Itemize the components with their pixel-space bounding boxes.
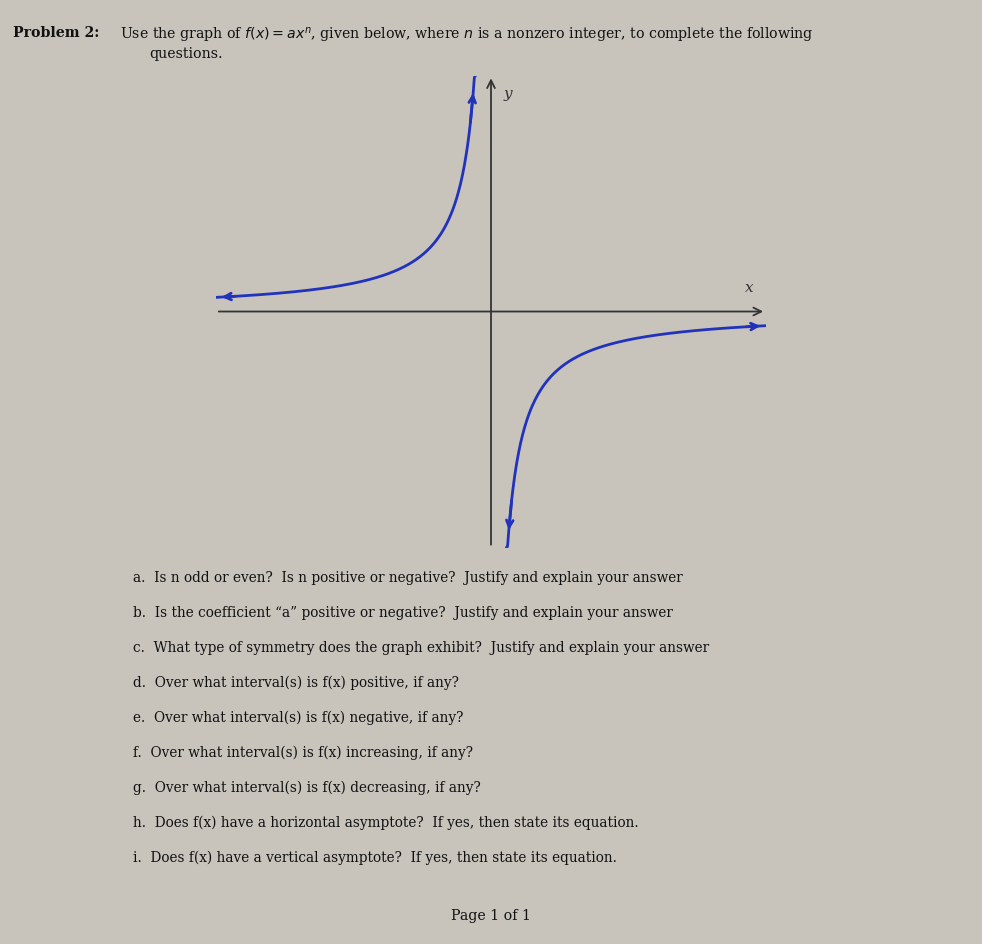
Text: g.  Over what interval(s) is f(x) decreasing, if any?: g. Over what interval(s) is f(x) decreas… xyxy=(133,781,480,795)
Text: c.  What type of symmetry does the graph exhibit?  Justify and explain your answ: c. What type of symmetry does the graph … xyxy=(133,641,709,655)
Text: Use the graph of $f(x) = ax^n$, given below, where $n$ is a nonzero integer, to : Use the graph of $f(x) = ax^n$, given be… xyxy=(120,26,813,45)
Text: i.  Does f(x) have a vertical asymptote?  If yes, then state its equation.: i. Does f(x) have a vertical asymptote? … xyxy=(133,851,617,865)
Text: questions.: questions. xyxy=(149,47,223,61)
Text: Page 1 of 1: Page 1 of 1 xyxy=(451,909,531,923)
Text: b.  Is the coefficient “a” positive or negative?  Justify and explain your answe: b. Is the coefficient “a” positive or ne… xyxy=(133,606,673,620)
Text: y: y xyxy=(503,88,512,101)
Text: Problem 2:: Problem 2: xyxy=(13,26,99,41)
Text: h.  Does f(x) have a horizontal asymptote?  If yes, then state its equation.: h. Does f(x) have a horizontal asymptote… xyxy=(133,816,638,830)
Text: e.  Over what interval(s) is f(x) negative, if any?: e. Over what interval(s) is f(x) negativ… xyxy=(133,711,463,725)
Text: x: x xyxy=(745,281,754,295)
Text: d.  Over what interval(s) is f(x) positive, if any?: d. Over what interval(s) is f(x) positiv… xyxy=(133,676,459,690)
Text: f.  Over what interval(s) is f(x) increasing, if any?: f. Over what interval(s) is f(x) increas… xyxy=(133,746,472,760)
Text: a.  Is n odd or even?  Is n positive or negative?  Justify and explain your answ: a. Is n odd or even? Is n positive or ne… xyxy=(133,571,682,585)
